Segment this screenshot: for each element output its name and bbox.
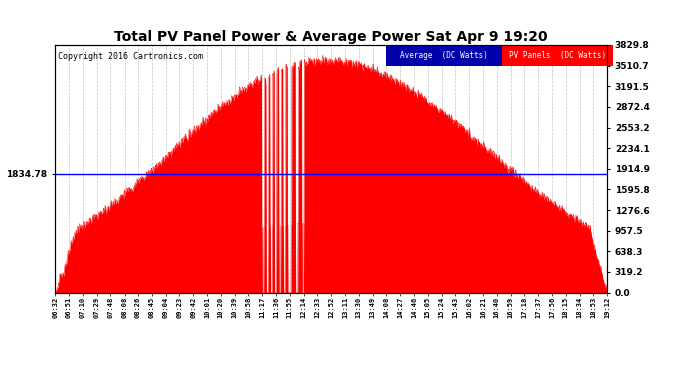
Bar [386, 45, 502, 66]
Text: PV Panels  (DC Watts): PV Panels (DC Watts) [509, 51, 606, 60]
Title: Total PV Panel Power & Average Power Sat Apr 9 19:20: Total PV Panel Power & Average Power Sat… [115, 30, 548, 44]
Text: Copyright 2016 Cartronics.com: Copyright 2016 Cartronics.com [58, 53, 203, 62]
Text: Average  (DC Watts): Average (DC Watts) [400, 51, 489, 60]
Bar [502, 45, 613, 66]
